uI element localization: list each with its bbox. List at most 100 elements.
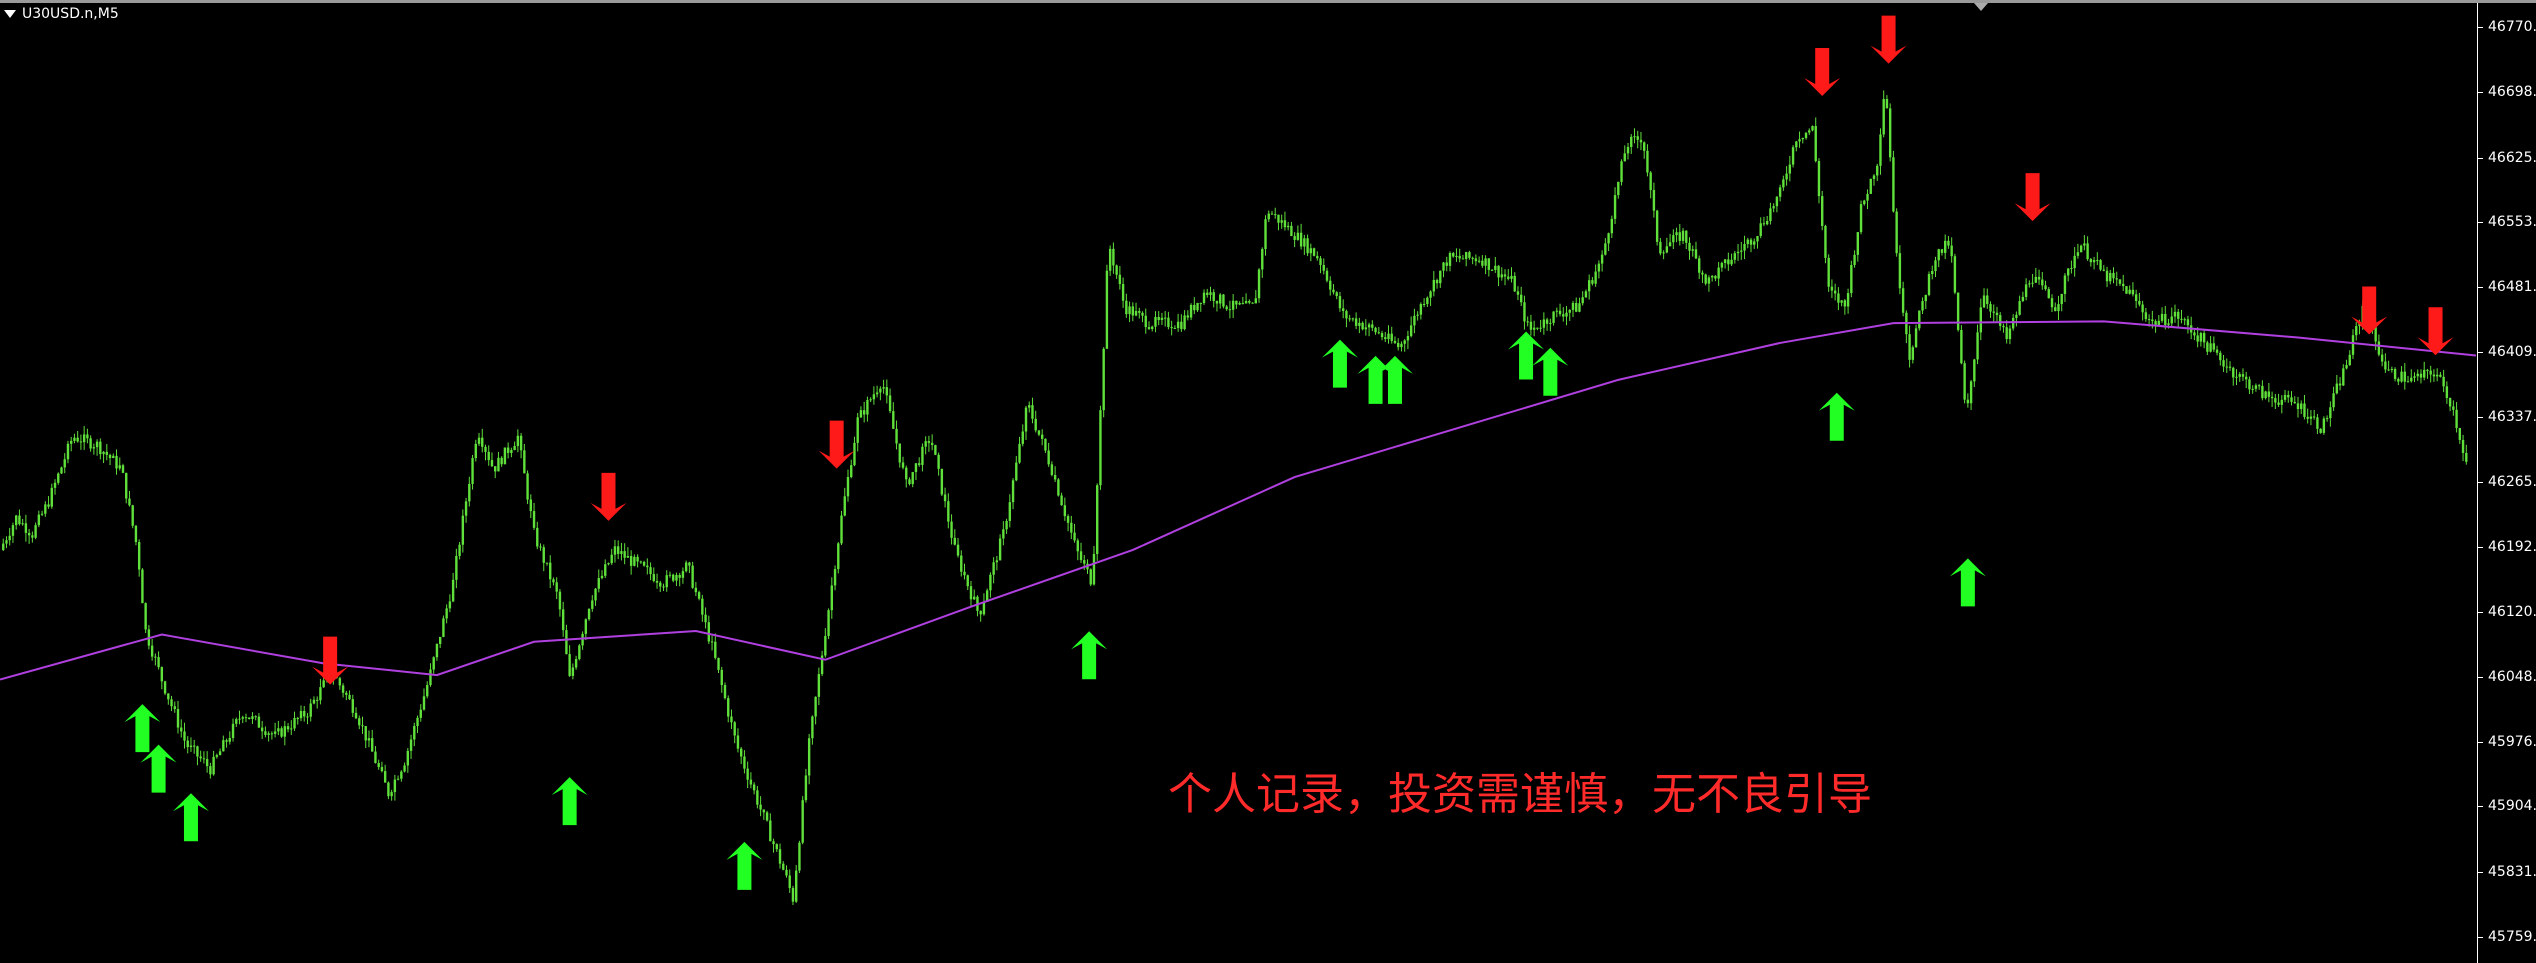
- candle-body: [1455, 255, 1458, 257]
- candle-body: [1646, 150, 1649, 173]
- candle-body: [1329, 280, 1332, 290]
- candle-body: [293, 718, 296, 729]
- candle-body: [924, 441, 927, 447]
- candle-body: [953, 537, 956, 545]
- candle-body: [487, 451, 490, 461]
- candle-body: [1736, 251, 1740, 254]
- candle-body: [387, 782, 390, 797]
- candle-body: [128, 498, 131, 506]
- candle-body: [1345, 311, 1348, 319]
- candle-body: [2306, 416, 2309, 419]
- candle-body: [629, 556, 633, 566]
- candle-body: [2251, 388, 2254, 390]
- candle-body: [500, 457, 503, 465]
- candle-body: [1769, 208, 1772, 221]
- candle-body: [383, 771, 387, 783]
- candle-body: [2054, 307, 2057, 312]
- candle-body: [898, 443, 901, 463]
- candle-body: [1908, 334, 1911, 360]
- candle-body: [2180, 318, 2183, 320]
- candle-body: [1675, 232, 1678, 236]
- candle-body: [1863, 200, 1866, 205]
- candle-body: [1397, 342, 1400, 348]
- candle-body: [2128, 289, 2131, 294]
- candle-body: [1607, 233, 1610, 244]
- candle-body: [422, 696, 426, 710]
- candle-body: [1552, 311, 1555, 323]
- candle-body: [862, 410, 866, 415]
- candle-body: [380, 767, 384, 772]
- candle-body: [607, 563, 610, 565]
- candle-body: [1222, 294, 1225, 307]
- candle-body: [1283, 220, 1287, 228]
- candle-body: [1445, 262, 1448, 266]
- candle-body: [131, 505, 134, 526]
- buy-arrow-up-icon: [1376, 355, 1413, 404]
- candle-body: [510, 449, 513, 453]
- candle-body: [665, 575, 668, 588]
- candle-body: [1966, 399, 1970, 404]
- candle-body: [471, 458, 474, 484]
- candle-body: [1859, 204, 1863, 233]
- candle-body: [2267, 391, 2271, 397]
- candle-body: [1021, 431, 1024, 444]
- candle-body: [1206, 292, 1209, 296]
- candle-body: [2277, 402, 2280, 405]
- candle-body: [2206, 342, 2209, 352]
- candle-body: [2329, 407, 2332, 419]
- triangle-down-icon[interactable]: [4, 10, 16, 18]
- candle-body: [1869, 178, 1872, 194]
- candle-body: [251, 716, 254, 719]
- candle-body: [545, 562, 549, 564]
- candle-body: [934, 445, 937, 455]
- candle-body: [183, 731, 186, 741]
- candle-body: [89, 438, 92, 449]
- candle-body: [2015, 314, 2018, 318]
- candle-body: [2089, 259, 2093, 263]
- candle-body: [2426, 369, 2429, 371]
- candle-body: [1529, 321, 1533, 330]
- candle-body: [1096, 485, 1099, 554]
- candle-body: [539, 546, 542, 548]
- candle-body: [1464, 252, 1468, 259]
- y-tick-mark: [2477, 351, 2483, 353]
- candle-body: [2057, 304, 2060, 312]
- candle-body: [1432, 279, 1436, 292]
- candle-body: [804, 775, 808, 801]
- candle-body: [144, 603, 147, 630]
- y-tick-label: 46770.0: [2488, 19, 2536, 35]
- candle-body: [1523, 302, 1526, 322]
- candle-body: [1639, 139, 1643, 143]
- candle-body: [228, 738, 231, 742]
- candle-body: [2274, 398, 2277, 403]
- candle-body: [1876, 165, 1879, 176]
- chart-shift-triangle-icon[interactable]: [1974, 3, 1988, 11]
- candle-body: [1937, 249, 1940, 261]
- candle-body: [1821, 196, 1824, 226]
- candle-body: [901, 462, 905, 468]
- candle-body: [1108, 248, 1112, 271]
- candle-body: [438, 636, 442, 644]
- candle-body: [2296, 403, 2300, 410]
- candle-body: [2060, 293, 2063, 305]
- candle-body: [2345, 365, 2348, 369]
- candle-body: [2034, 276, 2038, 283]
- candle-body: [1668, 242, 1672, 247]
- candle-body: [749, 779, 753, 785]
- candle-body: [1804, 132, 1808, 138]
- candle-body: [1655, 210, 1659, 242]
- candle-body: [50, 487, 53, 507]
- candle-body: [604, 564, 607, 576]
- candle-body: [772, 841, 775, 845]
- candle-body: [1325, 270, 1329, 281]
- candle-body: [212, 756, 215, 775]
- candle-body: [733, 722, 736, 736]
- buy-arrow-up-icon: [1949, 558, 1986, 607]
- candle-body: [1620, 161, 1623, 182]
- candle-body: [2199, 333, 2203, 342]
- candle-body: [396, 778, 400, 780]
- candle-body: [1180, 321, 1183, 330]
- candle-body: [1008, 502, 1012, 521]
- candle-body: [2439, 374, 2442, 377]
